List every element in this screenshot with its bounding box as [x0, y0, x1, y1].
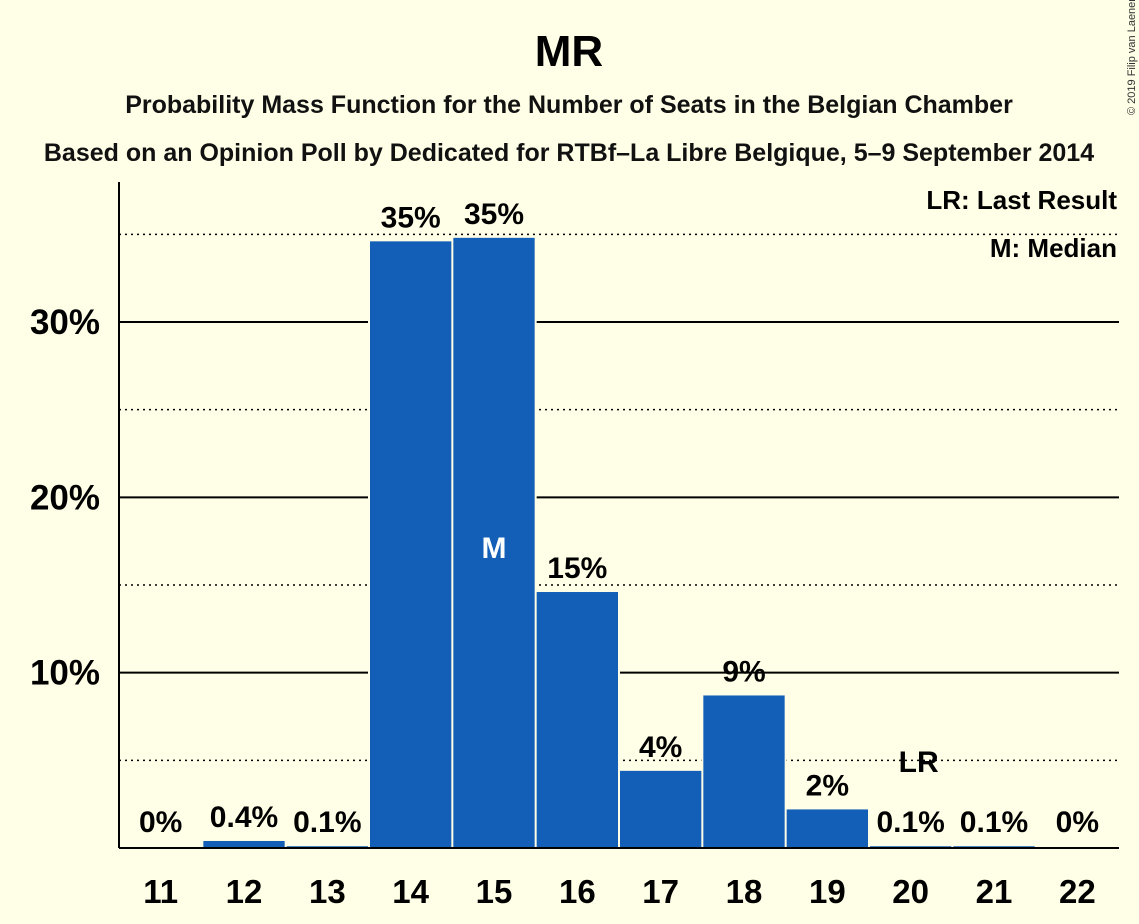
bar	[536, 592, 618, 848]
legend-last-result: LR: Last Result	[926, 185, 1117, 215]
data-label: 35%	[464, 198, 524, 231]
copyright-text: © 2019 Filip van Laenen	[1126, 0, 1138, 115]
data-label: 0.1%	[293, 806, 361, 839]
legend-median: M: Median	[990, 233, 1117, 263]
x-tick-label: 14	[392, 873, 429, 910]
data-label: 0%	[1056, 806, 1099, 839]
bar	[370, 241, 452, 848]
median-marker: M	[482, 532, 507, 565]
x-tick-label: 11	[143, 873, 178, 910]
x-tick-label: 22	[1059, 873, 1096, 910]
data-label: 4%	[639, 731, 682, 764]
data-label: 0%	[139, 806, 182, 839]
x-tick-label: 17	[642, 873, 679, 910]
x-tick-label: 21	[976, 873, 1013, 910]
chart-subtitle: Probability Mass Function for the Number…	[125, 91, 1013, 119]
axes	[118, 182, 1119, 849]
data-label: 0.4%	[210, 801, 278, 834]
data-label: 9%	[722, 655, 765, 688]
bar	[203, 840, 285, 848]
x-tick-label: 20	[892, 873, 929, 910]
data-label: 2%	[806, 769, 849, 802]
y-tick-label: 10%	[30, 654, 100, 693]
labels: 10% 20% 30% 11 0% 12 0.4% 13 0.1% 14 35% 15 35% 16 15%…	[30, 198, 1099, 910]
last-result-marker: LR	[899, 746, 939, 779]
data-label: 15%	[547, 552, 607, 585]
x-tick-label: 13	[309, 873, 346, 910]
x-tick-label: 19	[809, 873, 846, 910]
chart-title: MR	[535, 27, 603, 76]
bar	[453, 237, 535, 849]
x-tick-label: 12	[226, 873, 263, 910]
data-label: 35%	[381, 201, 441, 234]
data-label: 0.1%	[876, 806, 944, 839]
bar	[620, 770, 702, 848]
x-tick-label: 18	[726, 873, 763, 910]
chart-subtitle-2: Based on an Opinion Poll by Dedicated fo…	[44, 139, 1094, 167]
y-tick-label: 30%	[30, 303, 100, 342]
x-tick-label: 16	[559, 873, 596, 910]
y-tick-label: 20%	[30, 478, 100, 517]
bar	[786, 809, 868, 848]
bar	[703, 695, 785, 848]
bars	[201, 237, 1037, 849]
x-tick-label: 15	[476, 873, 513, 910]
data-label: 0.1%	[960, 806, 1028, 839]
